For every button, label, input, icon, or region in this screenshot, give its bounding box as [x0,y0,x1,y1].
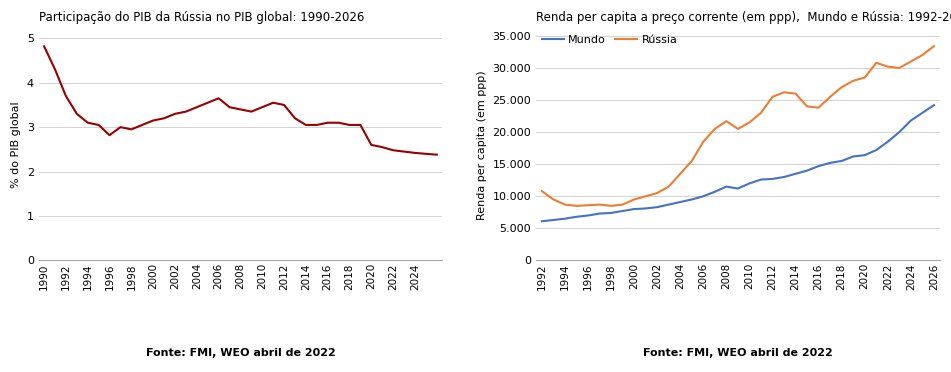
Rússia [847,78,859,83]
Rússia [721,119,732,124]
Rússia [536,189,548,193]
Mundo [674,200,686,204]
Mundo [790,171,802,176]
Rússia [928,44,940,48]
Y-axis label: % do PIB global: % do PIB global [11,102,21,188]
Mundo [732,186,744,191]
Mundo [802,169,813,173]
Rússia [790,92,802,96]
Rússia [836,85,847,89]
Mundo [593,211,605,216]
Rússia [894,66,905,70]
Rússia [883,64,894,69]
Mundo [813,164,825,168]
Legend: Mundo, Rússia: Mundo, Rússia [542,35,677,45]
Mundo [859,153,870,157]
Rússia [709,126,721,131]
Mundo [582,213,593,218]
Rússia [674,171,686,176]
Rússia [606,203,617,208]
Rússia [559,202,571,207]
Text: Fonte: FMI, WEO abril de 2022: Fonte: FMI, WEO abril de 2022 [146,348,336,358]
Mundo [663,202,674,207]
Line: Rússia: Rússia [542,46,934,206]
Mundo [778,175,789,179]
Text: Fonte: FMI, WEO abril de 2022: Fonte: FMI, WEO abril de 2022 [643,348,833,358]
Rússia [825,94,836,99]
Text: Renda per capita a preço corrente (em ppp),  Mundo e Rússia: 1992-2026: Renda per capita a preço corrente (em pp… [536,11,951,24]
Mundo [651,205,663,209]
Rússia [905,59,917,64]
Rússia [582,203,593,208]
Rússia [571,203,582,208]
Rússia [802,104,813,109]
Rússia [755,110,767,115]
Rússia [663,185,674,189]
Mundo [744,181,755,186]
Rússia [651,191,663,195]
Mundo [825,161,836,165]
Rússia [767,94,778,99]
Mundo [928,103,940,108]
Mundo [709,189,721,194]
Rússia [548,197,559,202]
Mundo [905,118,917,123]
Mundo [559,217,571,221]
Rússia [917,53,928,57]
Mundo [548,218,559,222]
Y-axis label: Renda per capita (em ppp): Renda per capita (em ppp) [477,70,487,220]
Mundo [629,207,640,211]
Mundo [767,177,778,181]
Rússia [859,75,870,80]
Mundo [606,211,617,215]
Mundo [571,215,582,219]
Mundo [917,110,928,115]
Rússia [778,90,789,94]
Mundo [640,206,651,211]
Mundo [894,130,905,134]
Mundo [755,177,767,182]
Mundo [536,219,548,224]
Rússia [732,126,744,131]
Rússia [744,120,755,125]
Mundo [883,140,894,144]
Mundo [686,197,697,202]
Mundo [617,209,629,213]
Mundo [836,159,847,163]
Rússia [629,197,640,202]
Rússia [686,159,697,163]
Rússia [870,61,882,65]
Mundo [721,185,732,189]
Rússia [813,106,825,110]
Rússia [698,140,709,144]
Rússia [593,202,605,207]
Rússia [617,202,629,207]
Rússia [640,194,651,199]
Text: Participação do PIB da Rússia no PIB global: 1990-2026: Participação do PIB da Rússia no PIB glo… [39,11,364,24]
Mundo [847,154,859,159]
Mundo [870,148,882,152]
Mundo [698,194,709,199]
Line: Mundo: Mundo [542,105,934,221]
